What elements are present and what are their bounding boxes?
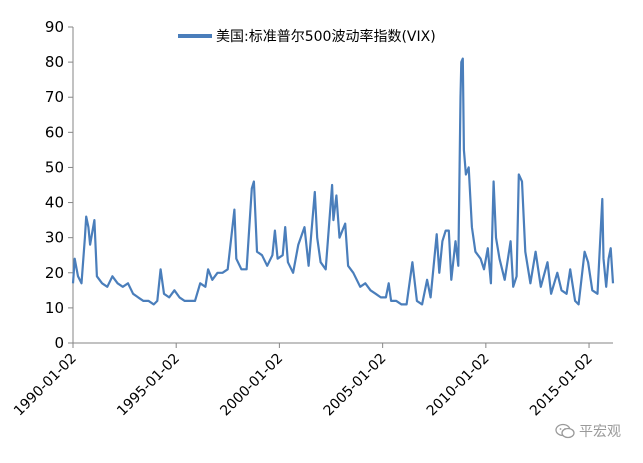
x-axis-ticks: 1990-01-02 1995-01-02 2000-01-02 2005-01-02… — [11, 343, 596, 419]
x-tick-label: 2005-01-02 — [321, 351, 390, 420]
x-tick-label: 1990-01-02 — [11, 351, 80, 420]
y-tick-label: 80 — [45, 53, 64, 71]
vix-series-line — [71, 57, 615, 306]
y-tick-label: 60 — [45, 123, 64, 141]
x-tick-label: 2000-01-02 — [217, 351, 286, 420]
y-tick-label: 90 — [45, 18, 64, 36]
x-tick-label: 1995-01-02 — [114, 351, 183, 420]
watermark-text: 平宏观 — [579, 424, 621, 440]
y-tick-label: 50 — [45, 158, 64, 176]
y-tick-label: 30 — [45, 229, 64, 247]
y-tick-label: 40 — [45, 194, 64, 212]
legend-label: 美国:标准普尔500波动率指数(VIX) — [216, 28, 436, 45]
watermark: 平宏观 — [555, 421, 621, 441]
legend: 美国:标准普尔500波动率指数(VIX) — [178, 28, 436, 45]
x-tick-label: 2015-01-02 — [527, 351, 596, 420]
y-tick-label: 70 — [45, 88, 64, 106]
y-tick-label: 0 — [54, 334, 64, 352]
wechat-icon — [555, 423, 575, 439]
y-axis-ticks: 0 10 20 30 40 50 60 70 80 90 — [45, 18, 73, 352]
y-tick-label: 10 — [45, 299, 64, 317]
y-tick-label: 20 — [45, 264, 64, 282]
x-tick-label: 2010-01-02 — [424, 351, 493, 420]
